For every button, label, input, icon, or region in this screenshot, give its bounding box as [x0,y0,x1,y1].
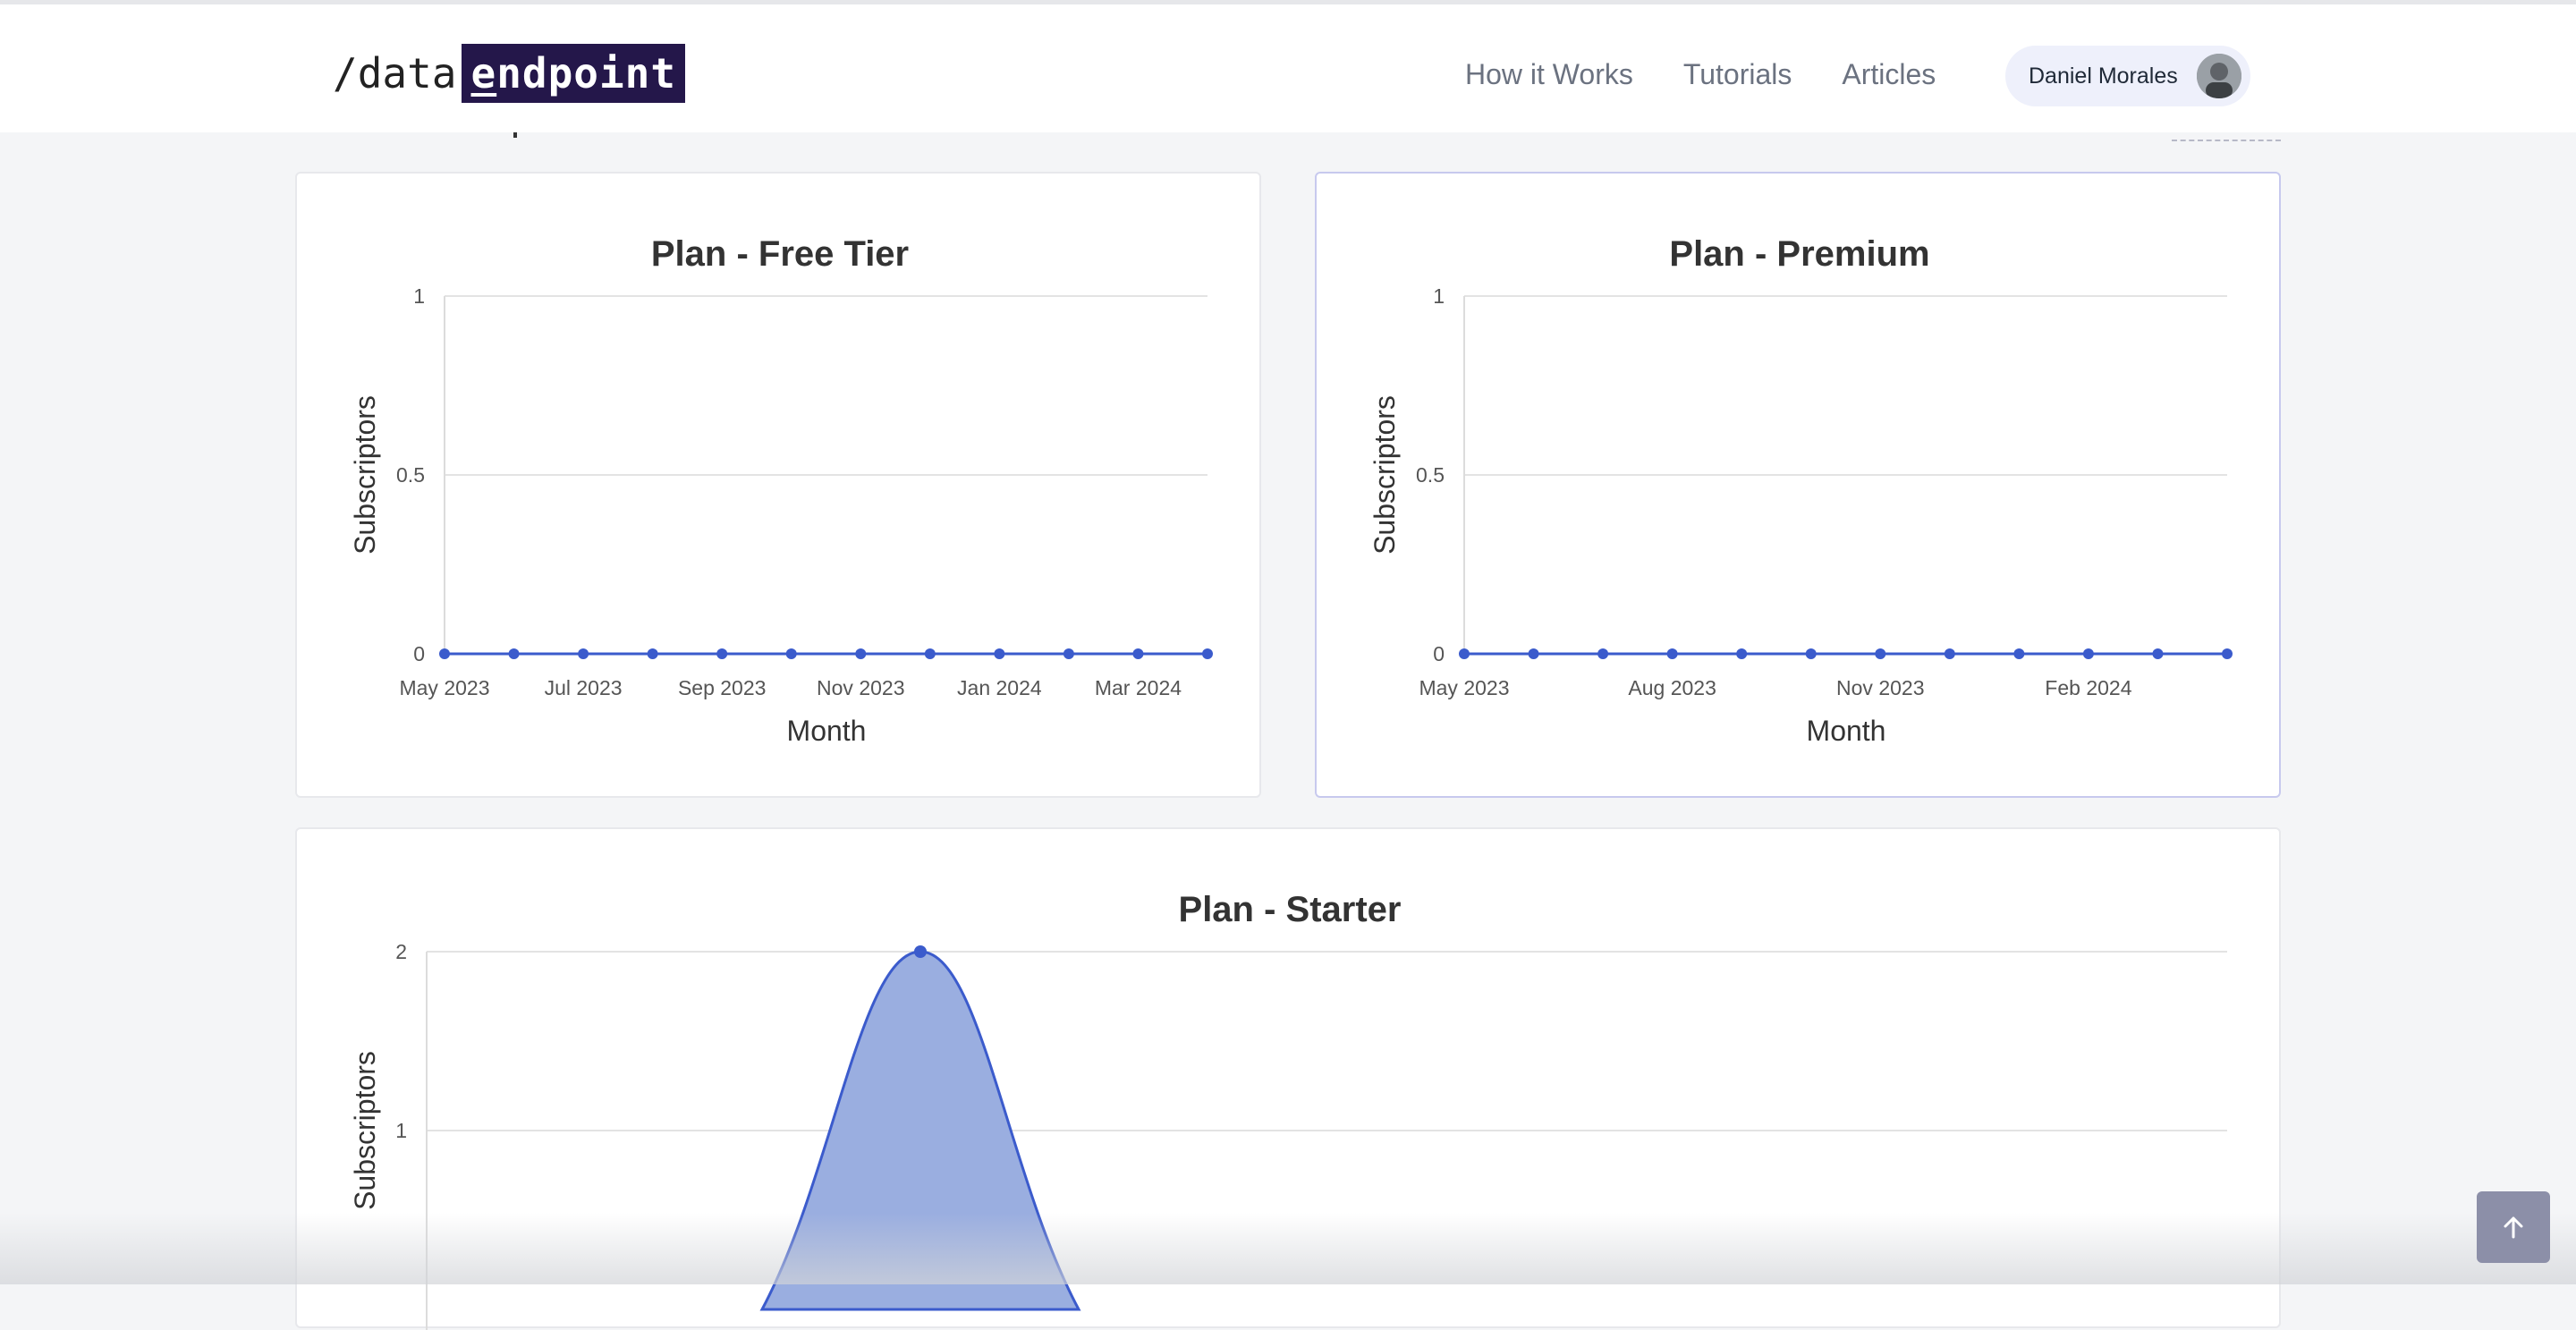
nav-articles[interactable]: Articles [1842,58,1936,90]
x-tick-label: Nov 2023 [817,676,904,699]
data-point [716,648,728,659]
data-point [1805,648,1817,659]
x-tick-label: Mar 2024 [1095,676,1182,699]
top-navbar: /data e ndpoint How it Works Tutorials Ar… [0,0,2576,132]
main-nav: How it Works Tutorials Articles [1465,49,1986,99]
y-tick-label: 0 [413,642,425,665]
data-point [1528,648,1539,659]
data-point [2013,648,2025,659]
chart-title: Plan - Free Tier [651,234,909,274]
data-point [914,945,927,958]
data-point [508,648,520,659]
y-tick-label: 0 [1433,642,1445,665]
chart-free-tier: Plan - Free Tier 0 0.5 1 May 2023 Jul 2023 Sep… [349,234,1213,747]
chart-card-free-tier: Plan - Free Tier 0 0.5 1 May 2023 Jul 2023 Sep… [295,172,1261,798]
chart-title: Plan - Starter [1179,890,1402,929]
data-point [1459,648,1470,659]
arrow-up-icon [2504,1216,2523,1239]
site-logo[interactable]: /data e ndpoint [333,44,686,103]
logo-box-first-letter: e [470,49,497,97]
x-tick-label: Jan 2024 [957,676,1042,699]
data-point [647,648,658,659]
chart-premium: Plan - Premium 0 0.5 1 May 2023 Aug 2023 Nov 2… [1368,234,2233,747]
y-axis-title: Subscriptors [349,395,381,555]
data-point [2082,648,2094,659]
avatar [2197,54,2241,98]
y-tick-label: 1 [1433,284,1445,308]
data-point [1202,648,1213,659]
data-point [2152,648,2164,659]
x-axis-title: Month [1807,715,1886,747]
data-point [855,648,867,659]
y-tick-label: 1 [395,1119,407,1142]
y-tick-label: 2 [395,940,407,963]
data-point [994,648,1005,659]
data-point [1944,648,1955,659]
user-name: Daniel Morales [2029,63,2178,89]
y-tick-label: 1 [413,284,425,308]
logo-box: e ndpoint [462,44,686,103]
user-menu-button[interactable]: Daniel Morales [2005,46,2250,106]
data-point [1063,648,1074,659]
user-avatar-icon [2197,54,2241,98]
dashed-link-underline[interactable] [2172,140,2281,141]
x-tick-label: Jul 2023 [545,676,623,699]
y-axis-title: Subscriptors [349,1051,381,1210]
nav-how-it-works[interactable]: How it Works [1465,58,1633,90]
y-tick-label: 0.5 [396,463,425,487]
logo-box-rest: ndpoint [496,49,677,97]
data-point [924,648,936,659]
section-heading-fragment [513,132,517,138]
chart-card-premium: Plan - Premium 0 0.5 1 May 2023 Aug 2023 Nov 2… [1315,172,2281,798]
data-point [785,648,797,659]
nav-tutorials[interactable]: Tutorials [1682,58,1792,90]
y-tick-label: 0.5 [1416,463,1445,487]
data-point [439,648,450,659]
data-point [1875,648,1886,659]
data-point [1597,648,1609,659]
data-point [1666,648,1678,659]
x-tick-label: Feb 2024 [2045,676,2131,699]
chart-title: Plan - Premium [1669,234,1929,274]
logo-prefix: /data [333,49,457,97]
x-tick-label: Sep 2023 [678,676,766,699]
x-tick-label: Aug 2023 [1628,676,1716,699]
data-point [2222,648,2233,659]
scroll-to-top-button[interactable] [2477,1191,2550,1263]
data-point [1132,648,1144,659]
x-tick-label: May 2023 [1419,676,1509,699]
y-axis-title: Subscriptors [1368,395,1401,555]
chart-card-starter: Plan - Starter 1 2 Subscriptors [295,827,2281,1330]
chart-starter: Plan - Starter 1 2 Subscriptors [349,890,2227,1330]
x-axis-title: Month [787,715,867,747]
data-point [1736,648,1748,659]
x-tick-label: Nov 2023 [1836,676,1924,699]
data-point [578,648,589,659]
x-tick-label: May 2023 [399,676,489,699]
